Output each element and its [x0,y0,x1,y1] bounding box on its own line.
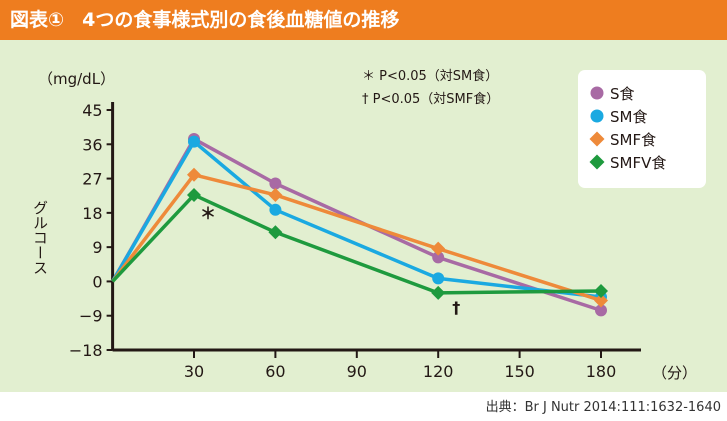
data-point [594,293,608,308]
y-tick-label: 36 [82,135,102,154]
y-axis-label: グルコース [31,200,49,275]
data-point [595,304,607,317]
legend-marker [589,154,605,170]
data-point [594,283,608,298]
legend-label: SMF食 [610,131,656,149]
y-tick-label: −9 [79,307,103,326]
data-point [268,225,283,240]
y-tick-label: 0 [92,272,102,291]
x-axis-label: （分） [652,364,697,382]
data-point [432,272,445,285]
chart-title: 4つの食事様式別の食後血糖値の推移 [82,9,400,31]
data-point [269,177,282,190]
y-tick-label: 9 [92,238,102,257]
data-point [431,285,446,300]
note-dagger: † P<0.05（対SMF食） [362,91,499,107]
x-tick-label: 120 [423,362,454,381]
x-tick-label: 30 [184,362,204,381]
data-point [187,167,201,182]
x-tick-label: 90 [347,362,367,381]
series-line-2 [111,173,602,303]
series-line-0 [111,137,602,313]
data-point [268,187,283,202]
figure-label: 図表① [10,9,65,31]
data-point [187,187,201,202]
y-tick-label: 18 [82,204,102,223]
data-point [188,135,200,148]
x-tick-label: 180 [586,362,617,381]
y-tick-label: 27 [82,170,102,189]
legend-label: SMFV食 [610,154,666,172]
y-tick-label: −18 [69,341,103,360]
data-point [269,203,282,216]
legend-marker [589,131,605,147]
legend-label: S食 [610,85,635,103]
title-bar: 図表① 4つの食事様式別の食後血糖値の推移 [0,0,727,40]
legend-box [578,70,706,188]
source-citation: 出典：Br J Nutr 2014:111:1632-1640 [485,400,721,415]
note-asterisk: ＊ P<0.05（対SM食） [362,68,498,84]
significance-marker: † [452,298,460,317]
data-point [432,251,445,264]
legend-label: SM食 [610,108,647,126]
y-unit-label: （mg/dL） [38,70,115,88]
legend-marker [590,86,604,100]
data-point [431,241,446,256]
significance-marker: ＊ [200,204,216,223]
x-tick-label: 60 [265,362,285,381]
y-tick-label: 45 [82,101,102,120]
x-tick-label: 150 [504,362,535,381]
legend-marker [590,109,604,123]
